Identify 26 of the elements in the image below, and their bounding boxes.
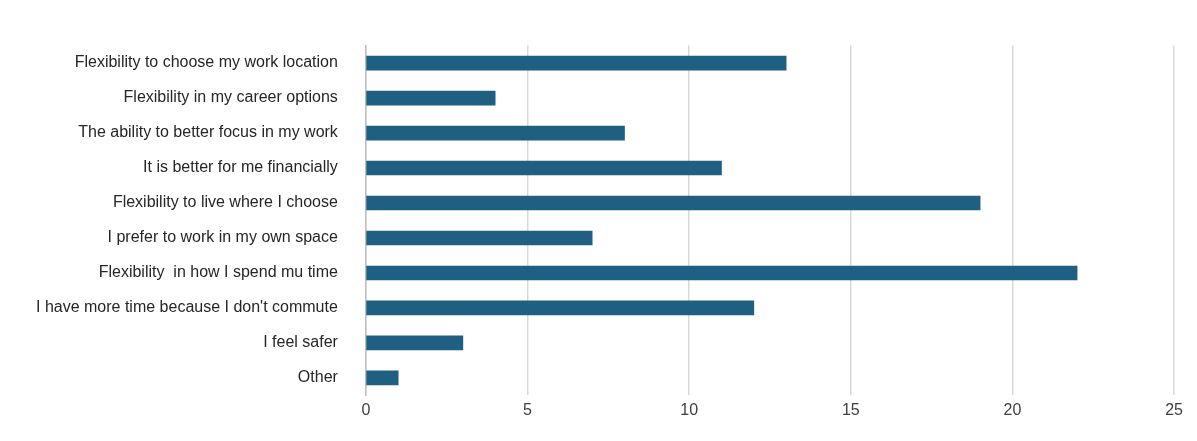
bar <box>366 300 755 316</box>
x-tick-label: 15 <box>841 401 860 419</box>
bar <box>366 55 787 71</box>
x-tick-label: 10 <box>680 401 699 419</box>
y-tick-label: I have more time because I don't commute <box>35 298 338 316</box>
y-tick-label: Flexibility in my career options <box>123 88 338 106</box>
x-tick-label: 5 <box>523 401 533 419</box>
y-tick-label: I feel safer <box>263 333 339 351</box>
y-tick-label: The ability to better focus in my work <box>78 123 339 141</box>
y-tick-label: Flexibility to choose my work location <box>74 53 338 71</box>
bar <box>366 125 625 141</box>
bar <box>366 335 464 351</box>
bar <box>366 370 399 386</box>
bar <box>366 90 496 106</box>
x-tick-label: 20 <box>1003 401 1022 419</box>
bar <box>366 265 1078 281</box>
bar <box>366 160 722 176</box>
bar <box>366 195 981 211</box>
bar <box>366 230 593 246</box>
x-tick-label: 0 <box>361 401 371 419</box>
x-tick-label: 25 <box>1165 401 1184 419</box>
y-tick-label: I prefer to work in my own space <box>107 228 338 246</box>
y-tick-label: It is better for me financially <box>143 158 338 176</box>
y-tick-label: Flexibility in how I spend mu time <box>98 263 338 281</box>
y-tick-label: Flexibility to live where I choose <box>112 193 338 211</box>
y-tick-label: Other <box>297 368 339 386</box>
